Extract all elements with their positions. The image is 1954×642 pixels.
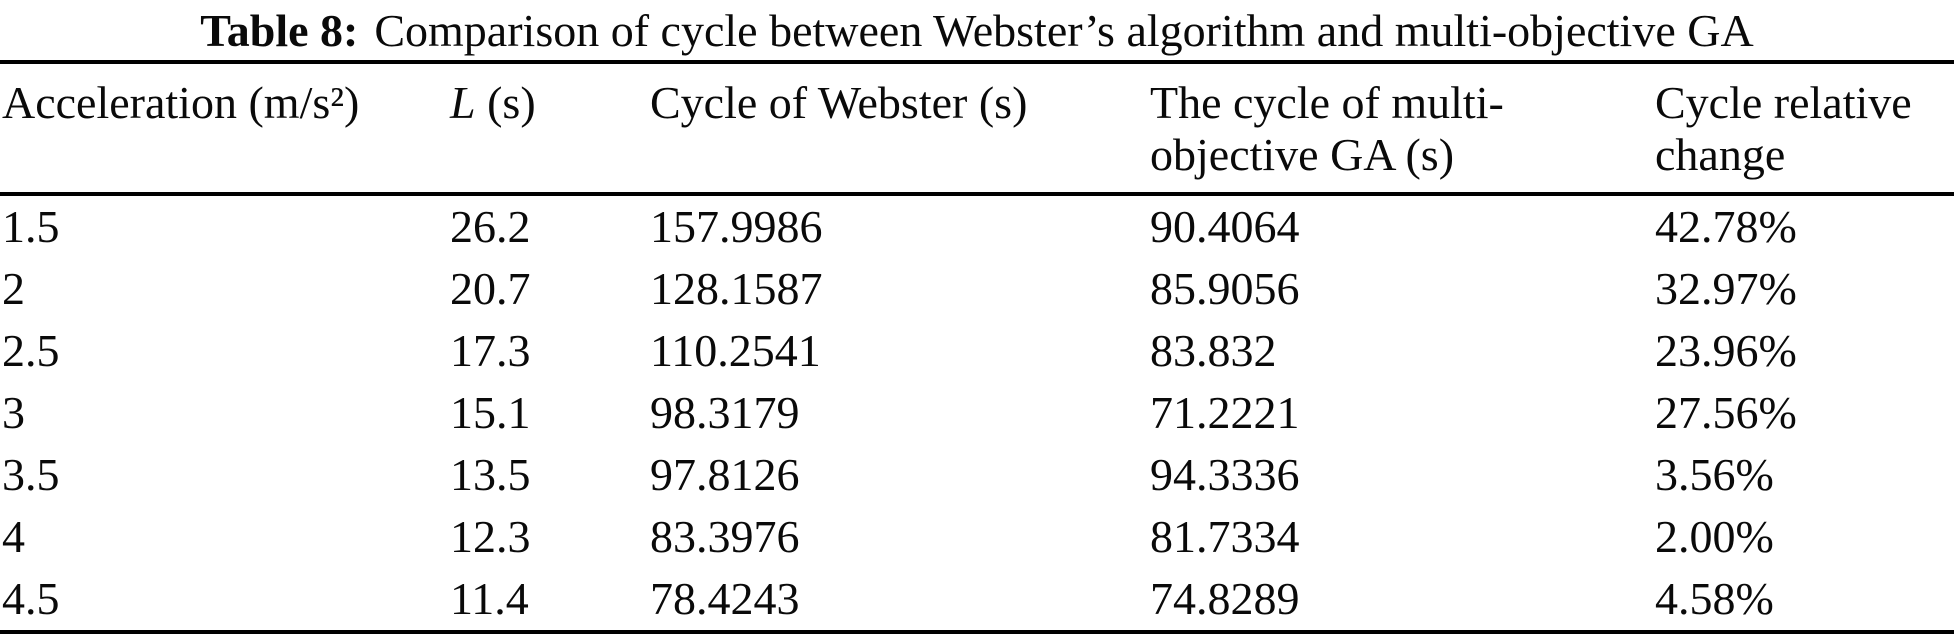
cell-relative-change: 32.97% (1655, 263, 1797, 314)
table-row: 3.5 13.5 97.8126 94.3336 3.56% (0, 444, 1954, 506)
cell-l: 20.7 (450, 263, 531, 314)
table-row: 4.5 11.4 78.4243 74.8289 4.58% (0, 568, 1954, 630)
cell-webster-cycle: 110.2541 (650, 325, 821, 376)
cell-relative-change: 27.56% (1655, 387, 1797, 438)
cell-relative-change: 3.56% (1655, 449, 1774, 500)
cell-acceleration: 3 (2, 387, 25, 438)
cell-relative-change: 2.00% (1655, 511, 1774, 562)
cell-ga-cycle: 71.2221 (1150, 387, 1300, 438)
cell-webster-cycle: 128.1587 (650, 263, 823, 314)
cell-relative-change: 42.78% (1655, 201, 1797, 252)
column-header-relative-change: Cycle relative change (1655, 77, 1912, 180)
table-row: 4 12.3 83.3976 81.7334 2.00% (0, 506, 1954, 568)
cell-webster-cycle: 157.9986 (650, 201, 823, 252)
l-unit: (s) (475, 77, 536, 128)
table-row: 2 20.7 128.1587 85.9056 32.97% (0, 258, 1954, 320)
cell-l: 13.5 (450, 449, 531, 500)
table-caption-text: Comparison of cycle between Webster’s al… (374, 5, 1754, 56)
cell-webster-cycle: 78.4243 (650, 573, 800, 624)
cell-acceleration: 1.5 (2, 201, 60, 252)
cell-l: 11.4 (450, 573, 529, 624)
table-row: 1.5 26.2 157.9986 90.4064 42.78% (0, 196, 1954, 258)
cell-ga-cycle: 83.832 (1150, 325, 1277, 376)
table-caption: Table 8: Comparison of cycle between Webs… (0, 0, 1954, 60)
table-row: 2.5 17.3 110.2541 83.832 23.96% (0, 320, 1954, 382)
cell-acceleration: 3.5 (2, 449, 60, 500)
cell-webster-cycle: 83.3976 (650, 511, 800, 562)
table-bottom-rule (0, 630, 1954, 634)
table-caption-label: Table 8: (200, 5, 359, 56)
cell-ga-cycle: 74.8289 (1150, 573, 1300, 624)
cell-acceleration: 4.5 (2, 573, 60, 624)
cell-relative-change: 23.96% (1655, 325, 1797, 376)
column-header-ga-cycle: The cycle of multi-objective GA (s) (1150, 77, 1504, 180)
table-top-rule (0, 60, 1954, 64)
cell-webster-cycle: 97.8126 (650, 449, 800, 500)
cell-acceleration: 2 (2, 263, 25, 314)
table-header-rule (0, 192, 1954, 196)
table-row: 3 15.1 98.3179 71.2221 27.56% (0, 382, 1954, 444)
cell-acceleration: 4 (2, 511, 25, 562)
l-symbol: L (450, 77, 476, 128)
cell-l: 17.3 (450, 325, 531, 376)
cell-acceleration: 2.5 (2, 325, 60, 376)
cell-l: 12.3 (450, 511, 531, 562)
column-header-webster-cycle: Cycle of Webster (s) (650, 77, 1028, 128)
cell-relative-change: 4.58% (1655, 573, 1774, 624)
cell-l: 26.2 (450, 201, 531, 252)
cell-ga-cycle: 81.7334 (1150, 511, 1300, 562)
cell-l: 15.1 (450, 387, 531, 438)
cell-ga-cycle: 94.3336 (1150, 449, 1300, 500)
cell-ga-cycle: 90.4064 (1150, 201, 1300, 252)
table-body: 1.5 26.2 157.9986 90.4064 42.78% 2 20.7 … (0, 196, 1954, 630)
column-header-acceleration: Acceleration (m/s²) (2, 77, 360, 128)
cell-webster-cycle: 98.3179 (650, 387, 800, 438)
cell-ga-cycle: 85.9056 (1150, 263, 1300, 314)
table-header-row: Acceleration (m/s²) L (s) Cycle of Webst… (0, 64, 1954, 181)
column-header-l: L (s) (450, 77, 650, 181)
